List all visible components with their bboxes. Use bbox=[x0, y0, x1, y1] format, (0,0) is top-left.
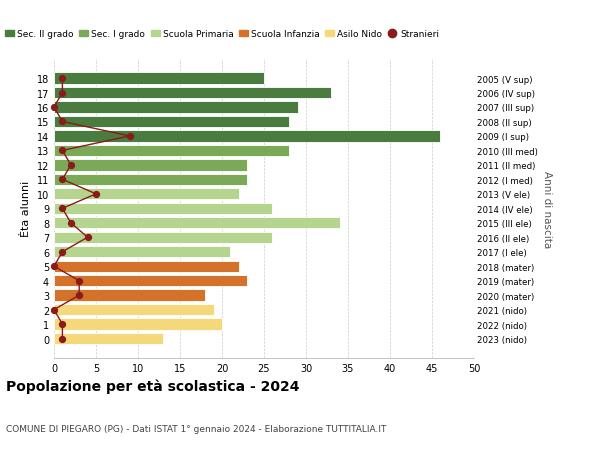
Point bbox=[58, 335, 67, 342]
Y-axis label: Èta alunni: Èta alunni bbox=[21, 181, 31, 237]
Point bbox=[58, 205, 67, 213]
Bar bbox=[54, 203, 272, 214]
Bar bbox=[54, 218, 340, 229]
Point bbox=[58, 90, 67, 97]
Point bbox=[66, 219, 76, 227]
Bar bbox=[54, 246, 230, 258]
Point bbox=[58, 176, 67, 184]
Bar bbox=[54, 275, 247, 287]
Bar bbox=[54, 88, 331, 99]
Bar bbox=[54, 333, 163, 344]
Point bbox=[49, 104, 59, 112]
Bar bbox=[54, 304, 214, 316]
Bar bbox=[54, 290, 205, 301]
Bar bbox=[54, 174, 247, 185]
Bar bbox=[54, 117, 289, 128]
Point bbox=[66, 162, 76, 169]
Bar bbox=[54, 261, 239, 272]
Bar bbox=[54, 73, 264, 84]
Point bbox=[91, 191, 101, 198]
Y-axis label: Anni di nascita: Anni di nascita bbox=[542, 170, 551, 247]
Point bbox=[58, 147, 67, 155]
Bar bbox=[54, 319, 222, 330]
Bar bbox=[54, 232, 272, 243]
Point bbox=[49, 263, 59, 270]
Bar bbox=[54, 189, 239, 200]
Bar bbox=[54, 131, 440, 142]
Point bbox=[58, 321, 67, 328]
Point bbox=[74, 292, 84, 299]
Bar bbox=[54, 146, 289, 157]
Point bbox=[58, 248, 67, 256]
Text: Popolazione per età scolastica - 2024: Popolazione per età scolastica - 2024 bbox=[6, 379, 299, 393]
Bar bbox=[54, 102, 298, 113]
Bar bbox=[54, 160, 247, 171]
Text: COMUNE DI PIEGARO (PG) - Dati ISTAT 1° gennaio 2024 - Elaborazione TUTTITALIA.IT: COMUNE DI PIEGARO (PG) - Dati ISTAT 1° g… bbox=[6, 425, 386, 434]
Point bbox=[58, 75, 67, 83]
Point bbox=[58, 118, 67, 126]
Point bbox=[49, 306, 59, 313]
Point bbox=[74, 277, 84, 285]
Point bbox=[83, 234, 92, 241]
Legend: Sec. II grado, Sec. I grado, Scuola Primaria, Scuola Infanzia, Asilo Nido, Stran: Sec. II grado, Sec. I grado, Scuola Prim… bbox=[5, 30, 439, 39]
Point bbox=[125, 133, 134, 140]
